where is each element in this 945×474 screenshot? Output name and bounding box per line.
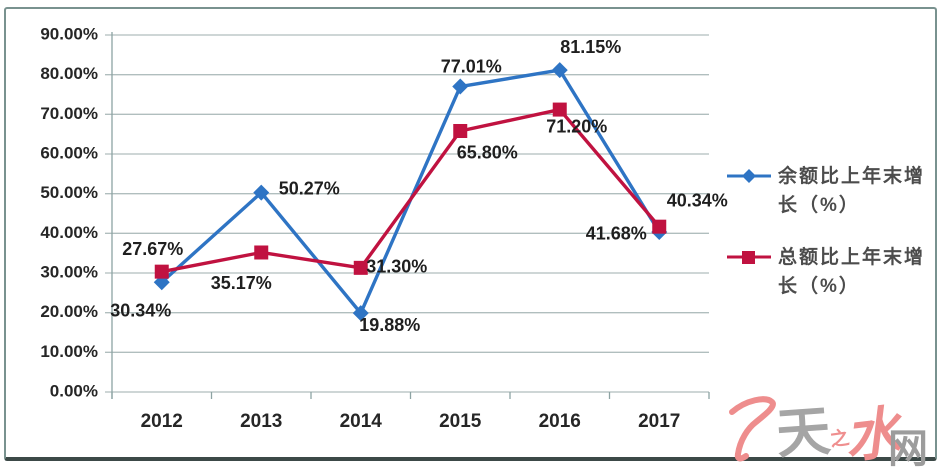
- y-axis-tick-label: 60.00%: [40, 143, 98, 162]
- y-axis-tick-label: 90.00%: [40, 24, 98, 43]
- chart-legend: 余额比上年末增 长（%） 总额比上年末增 长（%）: [726, 162, 938, 324]
- balance-growth-data-label-2015: 77.01%: [441, 56, 502, 76]
- y-axis-tick-label: 0.00%: [50, 381, 98, 400]
- y-axis-tick-label: 40.00%: [40, 223, 98, 242]
- x-axis-tick-label: 2013: [240, 411, 282, 432]
- balance-growth-data-label-2012: 27.67%: [122, 239, 183, 259]
- y-axis-tick-label: 30.00%: [40, 262, 98, 281]
- total-growth-data-label-2012: 30.34%: [110, 300, 171, 320]
- total-growth-marker-2013: [254, 245, 269, 260]
- balance-growth-data-label-2016: 81.15%: [560, 37, 621, 57]
- legend-label-line1: 总额比上年末增: [778, 247, 926, 268]
- legend-marker-diamond-icon: [727, 169, 771, 183]
- legend-label-total-growth: 总额比上年末增 长（%）: [778, 243, 925, 301]
- y-axis-tick-label: 20.00%: [40, 302, 98, 321]
- y-axis-tick-label: 80.00%: [40, 64, 98, 83]
- y-axis-tick-label: 50.00%: [40, 183, 98, 202]
- total-growth-data-label-2013: 35.17%: [211, 273, 272, 293]
- total-growth-data-label-2015: 65.80%: [457, 143, 518, 163]
- x-axis-tick-label: 2016: [539, 411, 581, 432]
- legend-label-line2: 长（%）: [778, 195, 860, 216]
- total-growth-marker-2016: [552, 102, 567, 117]
- legend-item-total-growth: 总额比上年末增 长（%）: [726, 243, 938, 301]
- image-border-frame: [4, 7, 937, 461]
- x-axis-tick-label: 2012: [141, 411, 183, 432]
- balance-growth-data-label-2013: 50.27%: [279, 178, 340, 198]
- x-axis-tick-label: 2017: [638, 411, 680, 432]
- total-growth-marker-2014: [353, 260, 368, 275]
- balance-growth-data-label-2017: 40.34%: [667, 191, 728, 211]
- total-growth-marker-2015: [453, 123, 468, 138]
- legend-label-balance-growth: 余额比上年末增 长（%）: [778, 162, 925, 220]
- balance-growth-marker-2014: [352, 305, 369, 322]
- y-axis-tick-label: 70.00%: [40, 104, 98, 123]
- legend-marker-square-icon: [727, 251, 771, 264]
- x-axis-tick-label: 2015: [439, 411, 482, 432]
- x-axis-tick-label: 2014: [340, 411, 383, 432]
- balance-growth-marker-2015: [452, 78, 469, 95]
- balance-growth-marker-2013: [253, 184, 270, 201]
- total-growth-marker-2017: [652, 219, 667, 234]
- total-growth-series-line: [160, 107, 661, 274]
- total-growth-data-label-2016: 71.20%: [546, 116, 607, 136]
- legend-label-line2: 长（%）: [778, 276, 860, 297]
- y-axis-tick-label: 10.00%: [40, 342, 98, 361]
- legend-item-balance-growth: 余额比上年末增 长（%）: [726, 162, 938, 220]
- balance-growth-marker-2016: [551, 62, 568, 79]
- balance-growth-data-label-2014: 19.88%: [359, 315, 420, 335]
- total-growth-data-label-2017: 41.68%: [586, 223, 647, 243]
- total-growth-marker-2012: [154, 264, 169, 279]
- total-growth-data-label-2014: 31.30%: [366, 257, 427, 277]
- legend-label-line1: 余额比上年末增: [778, 166, 926, 187]
